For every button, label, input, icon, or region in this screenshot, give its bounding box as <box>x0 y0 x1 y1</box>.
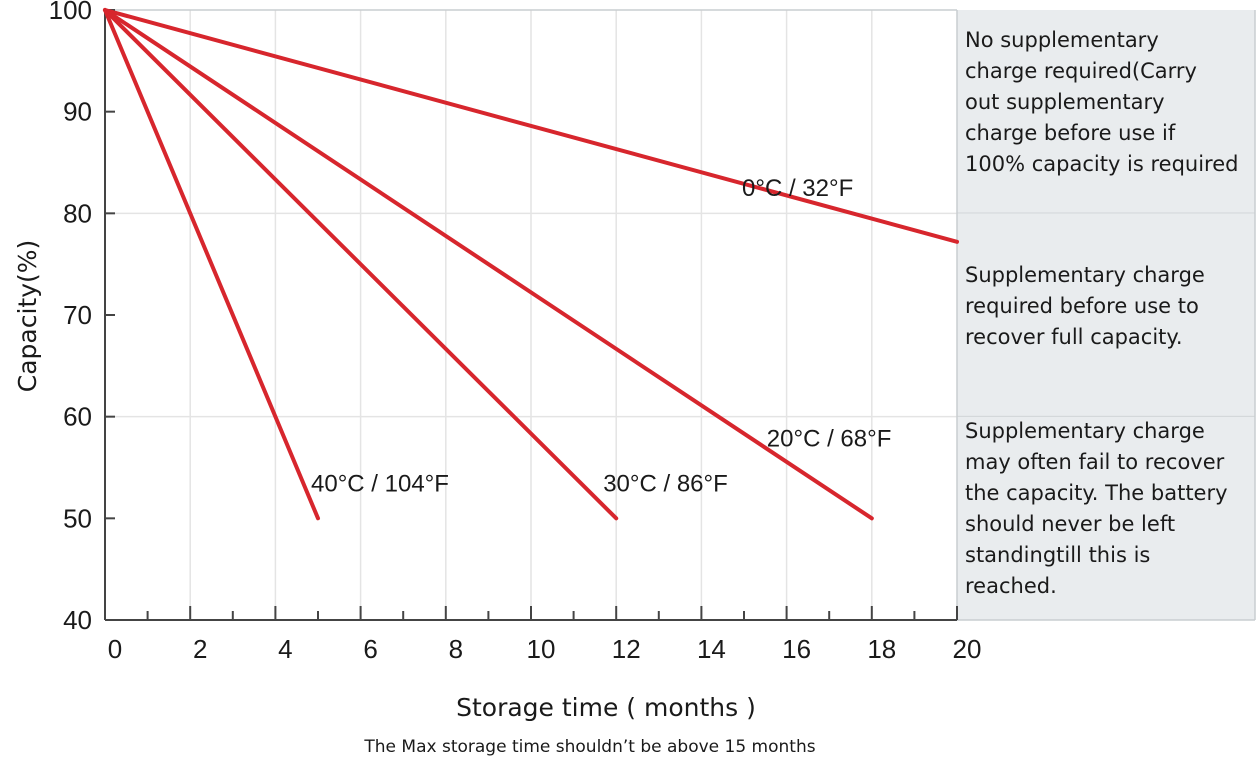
x-tick-label-3: 6 <box>363 634 377 664</box>
zone-backgrounds <box>957 10 1256 621</box>
series-line-2 <box>103 8 619 521</box>
x-tick-label-5: 10 <box>527 634 556 664</box>
x-tick-label-9: 18 <box>867 634 896 664</box>
x-tick-label-4: 8 <box>449 634 463 664</box>
zone-note-no-charge: No supplementary charge required(Carry o… <box>965 28 1239 176</box>
series-labels: 0°C / 32°F 20°C / 68°F 30°C / 86°F 40°C / 1… <box>311 175 891 498</box>
series-label-0: 0°C / 32°F <box>742 175 853 202</box>
x-tick-label-0: 0 <box>108 634 122 664</box>
y-tick-label-1: 50 <box>63 503 92 533</box>
zone-note-charge-may-fail: Supplementary charge may often fail to r… <box>965 419 1228 598</box>
x-tick-label-2: 4 <box>278 634 292 664</box>
x-axis-title: Storage time ( months ) <box>456 693 756 722</box>
series-label-2: 30°C / 86°F <box>603 470 728 497</box>
x-tick-label-8: 16 <box>782 634 811 664</box>
series-label-1: 20°C / 68°F <box>767 425 892 452</box>
x-tick-label-6: 12 <box>612 634 641 664</box>
x-tick-label-7: 14 <box>697 634 726 664</box>
y-tick-label-5: 90 <box>63 97 92 127</box>
zone-bg-1 <box>957 213 1255 417</box>
y-tick-label-3: 70 <box>63 300 92 330</box>
storage-note: The Max storage time shouldn’t be above … <box>363 737 815 757</box>
tick-labels: 0 2 4 6 8 10 12 14 16 18 20 40 50 60 70 80 90 100 <box>49 0 982 664</box>
y-tick-label-4: 80 <box>63 198 92 228</box>
y-tick-label-2: 60 <box>63 402 92 432</box>
x-tick-label-10: 20 <box>953 634 982 664</box>
zone-bg-0 <box>957 10 1255 214</box>
zone-bg-2 <box>957 416 1255 620</box>
series-line-3 <box>103 8 320 521</box>
y-tick-label-0: 40 <box>63 605 92 635</box>
series-label-3: 40°C / 104°F <box>311 470 449 497</box>
zone-note-charge-required: Supplementary charge required before use… <box>965 263 1205 349</box>
series-line-1 <box>103 8 874 521</box>
series-lines <box>103 8 959 521</box>
y-axis-title: Capacity(%) <box>13 240 42 393</box>
x-tick-label-1: 2 <box>193 634 207 664</box>
tick-marks <box>104 9 958 621</box>
series-line-0 <box>103 8 959 244</box>
y-tick-label-6: 100 <box>49 0 92 25</box>
